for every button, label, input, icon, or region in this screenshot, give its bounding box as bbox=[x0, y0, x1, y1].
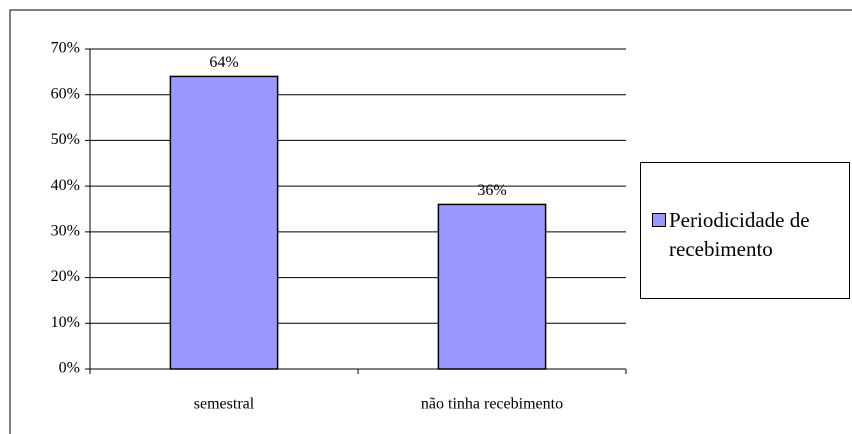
bar bbox=[169, 75, 279, 370]
bar bbox=[437, 203, 547, 370]
y-tick-label: 10% bbox=[51, 314, 80, 331]
legend-swatch bbox=[652, 213, 666, 227]
y-tick-label: 0% bbox=[59, 360, 80, 377]
x-tick-label: semestral bbox=[194, 396, 255, 413]
y-tick-label: 50% bbox=[51, 131, 80, 148]
y-tick-label: 70% bbox=[51, 40, 80, 57]
x-tick-label: não tinha recebimento bbox=[421, 396, 563, 413]
data-label: 64% bbox=[209, 54, 238, 71]
y-tick-label: 40% bbox=[51, 177, 80, 194]
chart-frame bbox=[9, 9, 852, 434]
y-tick-label: 30% bbox=[51, 223, 80, 240]
y-tick-label: 20% bbox=[51, 268, 80, 285]
y-tick-label: 60% bbox=[51, 85, 80, 102]
legend-label: Periodicidade de recebimento bbox=[669, 208, 810, 261]
data-label: 36% bbox=[477, 182, 506, 199]
legend: Periodicidade de recebimento bbox=[640, 162, 850, 299]
